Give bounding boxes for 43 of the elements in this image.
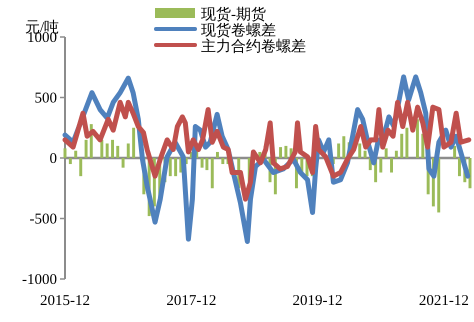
bar — [342, 136, 346, 158]
bar — [221, 158, 224, 164]
y-tick-label: 500 — [34, 90, 57, 106]
x-tick-label: 2015-12 — [40, 293, 90, 309]
bar — [205, 158, 208, 170]
bar — [437, 158, 440, 212]
x-tick-label: 2017-12 — [166, 293, 216, 309]
bar — [400, 134, 404, 158]
bar — [279, 147, 282, 158]
bar — [284, 146, 288, 158]
legend-label: 现货卷螺差 — [201, 22, 276, 39]
bar — [116, 146, 120, 158]
bar — [174, 158, 178, 176]
bar — [68, 158, 72, 164]
bar — [100, 140, 104, 158]
bar — [405, 128, 408, 158]
bar — [216, 152, 219, 158]
x-tick-label: 2019-12 — [292, 293, 343, 309]
bar — [394, 150, 398, 158]
legend-label: 现货-期货 — [201, 6, 266, 23]
y-tick-label: -500 — [30, 212, 57, 228]
bar — [364, 150, 367, 158]
bar — [106, 143, 109, 158]
bar — [337, 143, 340, 158]
bar — [111, 140, 114, 158]
bar — [200, 158, 204, 168]
bar — [458, 158, 461, 176]
bar — [390, 158, 393, 173]
bar — [416, 119, 419, 158]
bar — [64, 148, 66, 158]
bar — [84, 140, 88, 158]
bar — [122, 158, 125, 168]
bar — [384, 148, 388, 158]
bar — [379, 158, 382, 173]
x-tick-label: 2021-12 — [418, 293, 469, 309]
legend-label: 主力合约卷螺差 — [201, 38, 306, 55]
bar — [132, 128, 136, 158]
bar — [468, 158, 472, 188]
bar — [453, 146, 456, 158]
y-tick-label: 0 — [50, 151, 57, 167]
y-tick-label: -1000 — [22, 272, 57, 288]
bar — [358, 143, 362, 158]
bar — [74, 150, 78, 158]
